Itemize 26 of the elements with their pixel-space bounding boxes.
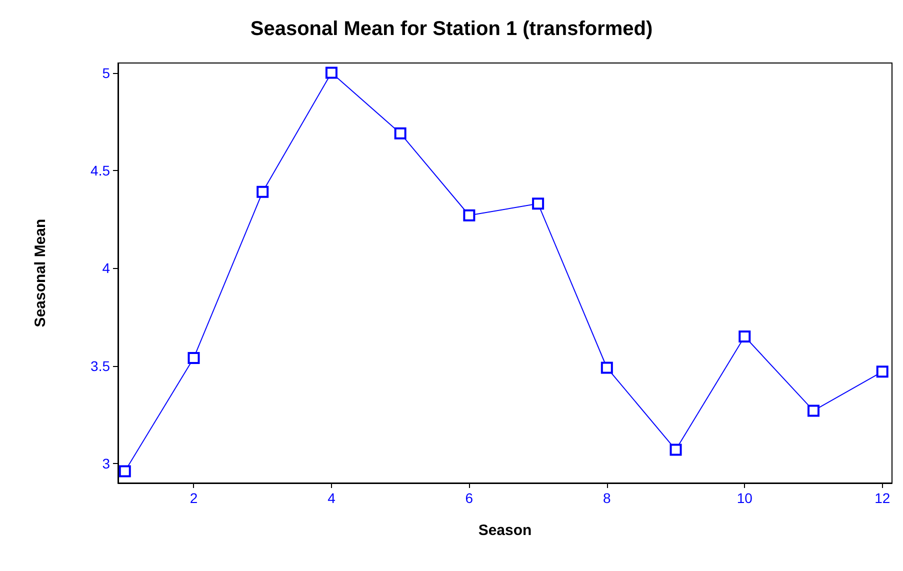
- y-tick-label: 4.5: [90, 162, 110, 178]
- x-tick-label: 6: [465, 490, 474, 506]
- point: [325, 66, 338, 79]
- point: [532, 198, 544, 210]
- y-tick-label: 3: [102, 455, 110, 472]
- x-tick-label: 4: [328, 490, 336, 506]
- chart-title: Seasonal Mean for Station 1 (transformed): [250, 18, 653, 40]
- x-tick-label: 10: [736, 490, 753, 506]
- point: [256, 186, 269, 198]
- point: [738, 330, 751, 342]
- point: [808, 404, 820, 417]
- point: [118, 465, 131, 478]
- y-tick-label: 4: [102, 260, 110, 276]
- x-tick-label: 8: [603, 490, 612, 506]
- y-axis-title: Seasonal Mean: [32, 218, 49, 328]
- point: [463, 209, 476, 222]
- point: [600, 362, 613, 374]
- point: [188, 352, 200, 364]
- point: [670, 444, 682, 456]
- y-tick-label: 5: [102, 64, 110, 81]
- y-tick-label: 3.5: [90, 358, 110, 374]
- x-tick-label: 12: [874, 490, 890, 506]
- point: [394, 127, 406, 140]
- x-tick-label: 2: [190, 490, 198, 506]
- point: [876, 366, 888, 378]
- x-axis-title: Season: [478, 522, 532, 539]
